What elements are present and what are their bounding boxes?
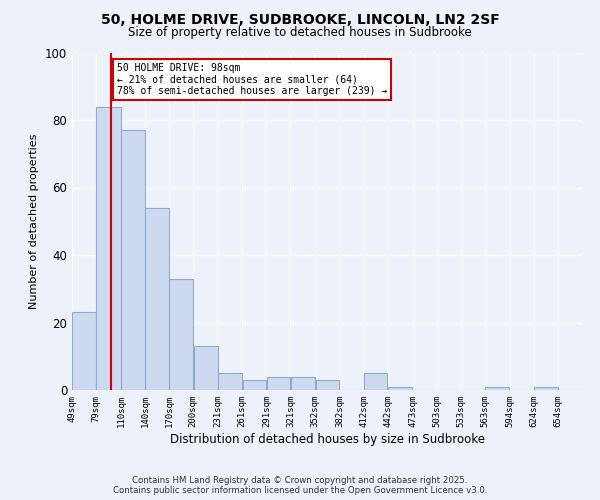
Bar	[72, 312, 96, 390]
Bar	[364, 373, 388, 390]
Text: 50, HOLME DRIVE, SUDBROOKE, LINCOLN, LN2 2SF: 50, HOLME DRIVE, SUDBROOKE, LINCOLN, LN2…	[101, 12, 499, 26]
Text: Contains HM Land Registry data © Crown copyright and database right 2025.
Contai: Contains HM Land Registry data © Crown c…	[113, 476, 487, 495]
Bar	[145, 208, 169, 390]
Bar	[194, 346, 218, 390]
Text: Size of property relative to detached houses in Sudbrooke: Size of property relative to detached ho…	[128, 26, 472, 39]
Bar	[242, 380, 266, 390]
Bar	[291, 376, 315, 390]
Bar	[169, 278, 193, 390]
Bar	[121, 130, 145, 390]
X-axis label: Distribution of detached houses by size in Sudbrooke: Distribution of detached houses by size …	[170, 432, 485, 446]
Bar	[97, 106, 121, 390]
Bar	[316, 380, 339, 390]
Bar	[534, 386, 557, 390]
Bar	[388, 386, 412, 390]
Bar	[266, 376, 290, 390]
Bar	[218, 373, 242, 390]
Bar	[485, 386, 509, 390]
Y-axis label: Number of detached properties: Number of detached properties	[29, 134, 40, 309]
Text: 50 HOLME DRIVE: 98sqm
← 21% of detached houses are smaller (64)
78% of semi-deta: 50 HOLME DRIVE: 98sqm ← 21% of detached …	[117, 62, 387, 96]
